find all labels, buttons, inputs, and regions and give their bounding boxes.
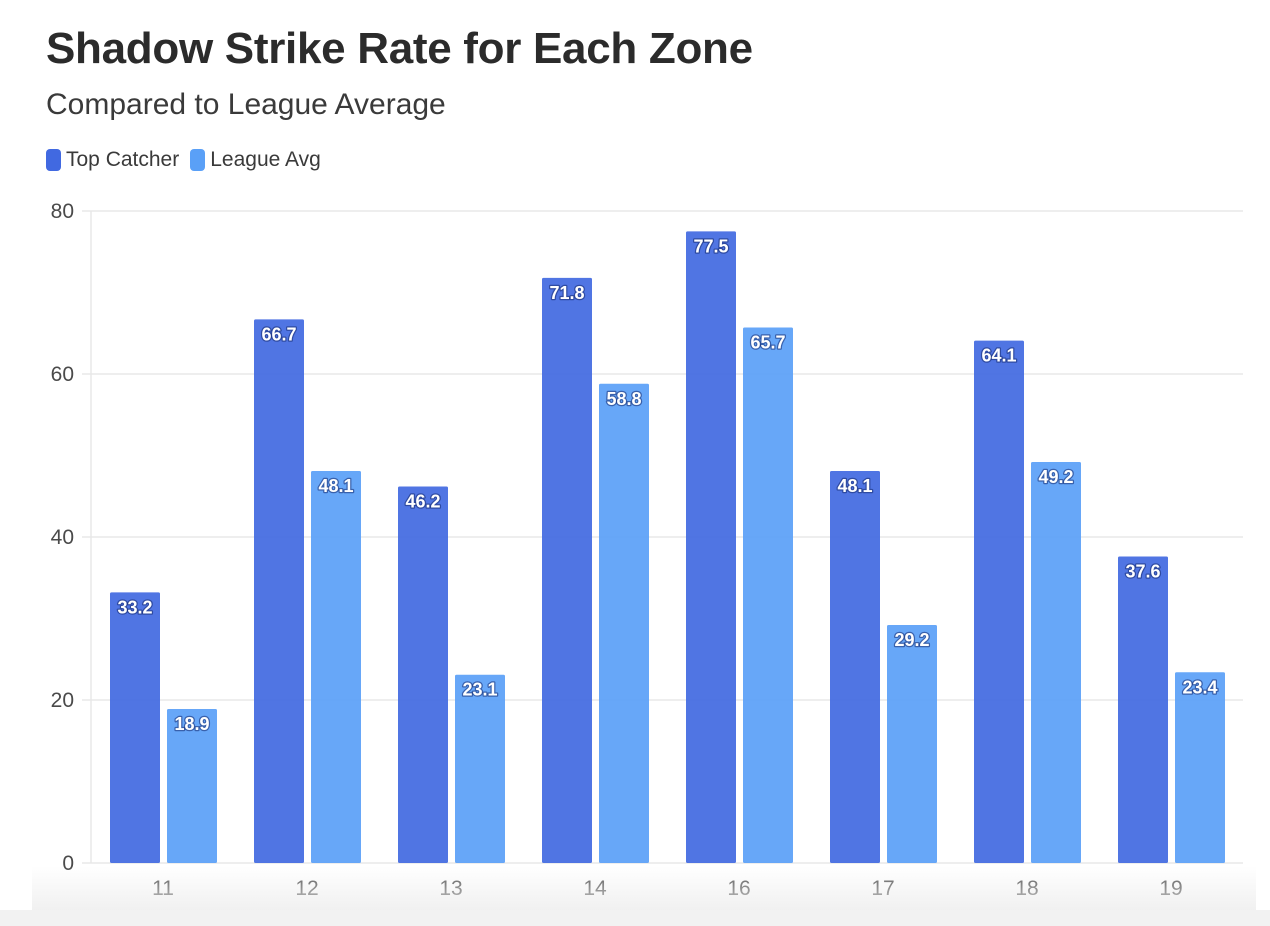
x-tick-label: 16 xyxy=(727,877,750,900)
data-label: 29.2 xyxy=(894,630,929,650)
bar-top-catcher-13[interactable] xyxy=(398,486,448,863)
y-tick-label: 20 xyxy=(51,689,74,712)
data-labels: 33.2 18.9 66.7 48.1 46.2 23.1 71.8 58.8 77.5 65.7… xyxy=(116,235,1219,735)
y-tick-label: 60 xyxy=(51,363,74,386)
x-tick-label: 12 xyxy=(295,877,318,900)
bar-league-avg-12[interactable] xyxy=(311,470,361,863)
data-label: 49.2 xyxy=(1038,467,1073,487)
x-axis: 11 12 13 14 16 17 18 19 xyxy=(152,877,1183,900)
x-tick-label: 11 xyxy=(152,877,174,900)
data-label: 33.2 xyxy=(117,597,152,617)
bottom-strip xyxy=(0,910,1270,926)
data-label: 66.7 xyxy=(261,324,296,344)
data-label: 37.6 xyxy=(1125,562,1160,582)
data-label: 48.1 xyxy=(318,476,353,496)
data-label: 58.8 xyxy=(606,389,641,409)
bar-league-avg-17[interactable] xyxy=(887,625,937,863)
x-tick-label: 14 xyxy=(583,877,607,900)
legend-item-top-catcher[interactable]: Top Catcher xyxy=(46,148,179,172)
bar-top-catcher-11[interactable] xyxy=(110,592,160,863)
y-tick-label: 80 xyxy=(51,200,74,223)
data-label: 18.9 xyxy=(174,714,209,734)
bar-top-catcher-16[interactable] xyxy=(686,231,736,863)
bar-league-avg-13[interactable] xyxy=(455,674,505,863)
legend: Top Catcher League Avg xyxy=(46,148,332,172)
data-label: 64.1 xyxy=(981,346,1016,366)
x-tick-label: 19 xyxy=(1159,877,1182,900)
chart-title: Shadow Strike Rate for Each Zone xyxy=(46,24,753,73)
legend-label-league-avg: League Avg xyxy=(210,148,321,171)
bar-top-catcher-19[interactable] xyxy=(1118,556,1168,863)
data-label: 77.5 xyxy=(693,236,728,256)
data-label: 71.8 xyxy=(549,283,584,303)
chart-subtitle: Compared to League Average xyxy=(46,88,446,121)
data-label: 23.1 xyxy=(462,680,497,700)
bar-top-catcher-17[interactable] xyxy=(830,470,880,863)
x-tick-label: 18 xyxy=(1015,877,1038,900)
bar-top-catcher-18[interactable] xyxy=(974,340,1024,864)
bar-top-catcher-12[interactable] xyxy=(254,319,304,863)
data-label: 48.1 xyxy=(837,476,872,496)
bar-league-avg-19[interactable] xyxy=(1175,672,1225,863)
data-label: 46.2 xyxy=(405,491,440,511)
bar-top-catcher-14[interactable] xyxy=(542,277,592,864)
legend-swatch-top-catcher xyxy=(46,149,61,171)
x-tick-label: 17 xyxy=(871,877,894,900)
y-tick-label: 40 xyxy=(51,526,74,549)
bar-league-avg-14[interactable] xyxy=(599,383,649,863)
bars xyxy=(110,231,1225,864)
bar-league-avg-16[interactable] xyxy=(743,327,793,863)
data-label: 65.7 xyxy=(750,333,785,353)
bar-league-avg-11[interactable] xyxy=(167,708,217,863)
y-axis: 0 20 40 60 80 xyxy=(51,200,74,875)
legend-item-league-avg[interactable]: League Avg xyxy=(190,148,321,172)
legend-label-top-catcher: Top Catcher xyxy=(66,148,180,171)
legend-swatch-league-avg xyxy=(190,149,206,171)
bar-league-avg-18[interactable] xyxy=(1031,462,1081,863)
data-label: 23.4 xyxy=(1182,677,1217,697)
x-tick-label: 13 xyxy=(439,877,462,900)
y-tick-label: 0 xyxy=(62,852,74,875)
